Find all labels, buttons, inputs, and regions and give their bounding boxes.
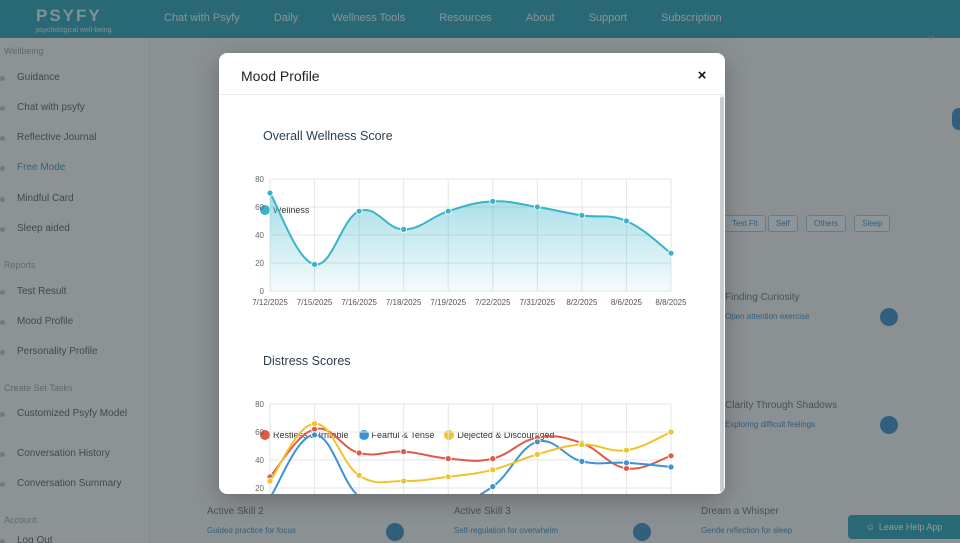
data-point (623, 446, 630, 454)
y-tick-label: 60 (255, 428, 264, 437)
close-button[interactable]: × (697, 67, 707, 84)
series-line (269, 192, 672, 266)
legend-item-dejected[interactable]: Dejected & Discouraged (444, 430, 554, 440)
legend-label: Wellness (273, 205, 310, 215)
wellness-chart-legend: Wellness (260, 205, 309, 215)
distress-chart-title: Distress Scores (263, 354, 351, 368)
x-tick-label: 7/15/2025 (297, 298, 333, 307)
modal-body[interactable]: Overall Wellness Score Wellness 0 20 40 60 8… (219, 95, 725, 494)
legend-swatch-wellness (260, 205, 270, 215)
x-tick-label: 7/18/2025 (386, 298, 422, 307)
legend-label: Fearful & Tense (371, 430, 435, 440)
data-point (444, 207, 452, 215)
data-point (355, 449, 363, 457)
x-tick-label: 8/6/2025 (611, 298, 643, 307)
y-tick-label: 40 (255, 456, 264, 465)
data-point (623, 464, 630, 472)
data-point (311, 431, 318, 439)
data-point (578, 212, 586, 219)
x-tick-label: 7/19/2025 (430, 298, 466, 307)
data-point (533, 203, 541, 211)
data-point (400, 225, 408, 233)
data-point (489, 455, 497, 463)
y-tick-label: 20 (255, 259, 264, 268)
x-tick-label: 7/31/2025 (520, 298, 556, 307)
data-point (356, 493, 362, 494)
wellness-chart: 0 20 40 60 80 7/12/2025 7/15/2025 7/16/2025 7/18… (252, 175, 687, 307)
data-point (489, 483, 497, 491)
series-line (269, 422, 672, 484)
series-line (269, 427, 672, 478)
data-point (266, 189, 274, 197)
data-point (489, 466, 497, 474)
x-tick-label: 8/2/2025 (566, 298, 598, 307)
data-point (667, 463, 675, 471)
data-point (578, 441, 586, 449)
y-tick-label: 20 (255, 484, 264, 493)
y-tick-label: 60 (255, 203, 264, 212)
mood-profile-modal: Mood Profile × Overall Wellness Score We… (219, 53, 725, 494)
data-point (311, 425, 318, 433)
legend-label: Dejected & Discouraged (457, 430, 555, 440)
data-point (667, 249, 675, 257)
x-tick-label: 7/16/2025 (341, 298, 377, 307)
x-tick-label: 7/12/2025 (252, 298, 288, 307)
legend-item-wellness[interactable]: Wellness (260, 205, 309, 215)
data-point (355, 471, 363, 479)
data-point (489, 198, 497, 205)
data-point (266, 477, 274, 485)
legend-swatch-dejected (444, 430, 455, 440)
series-area-fill (270, 193, 671, 291)
data-point (623, 217, 630, 225)
modal-title: Mood Profile (241, 68, 320, 84)
data-point (311, 260, 318, 268)
modal-scrollbar-thumb[interactable] (720, 97, 724, 492)
legend-item-fearful[interactable]: Fearful & Tense (358, 430, 435, 440)
data-point (311, 420, 318, 428)
y-tick-label: 0 (260, 287, 265, 296)
legend-swatch-restless (260, 430, 270, 440)
data-point (400, 477, 408, 485)
y-tick-label: 40 (255, 231, 264, 240)
legend-swatch-fearful (358, 430, 369, 440)
data-point (667, 452, 675, 460)
data-point (444, 473, 452, 481)
modal-header: Mood Profile × (219, 53, 725, 95)
x-tick-label: 8/8/2025 (655, 298, 687, 307)
wellness-chart-title: Overall Wellness Score (263, 129, 393, 143)
data-point (533, 450, 541, 458)
x-tick-label: 7/22/2025 (475, 298, 511, 307)
data-point (623, 459, 630, 467)
data-point (400, 448, 408, 456)
data-point (355, 207, 363, 215)
data-point (533, 438, 541, 446)
y-tick-label: 80 (255, 400, 264, 409)
series-line (271, 433, 672, 494)
y-tick-label: 80 (255, 175, 264, 184)
data-point (444, 455, 452, 463)
data-point (667, 428, 675, 436)
data-point (578, 457, 586, 465)
